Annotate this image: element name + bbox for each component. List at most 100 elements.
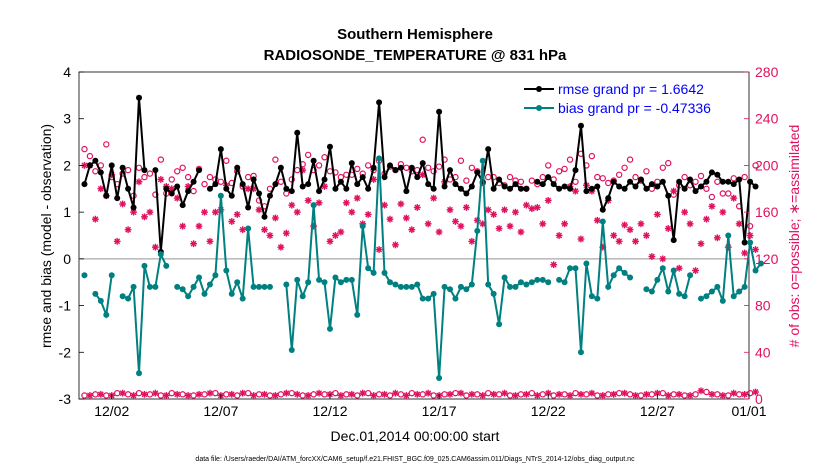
y-tick-label: -2 — [59, 344, 72, 360]
rmse-point — [343, 185, 350, 192]
obs-assimilated-point — [293, 390, 301, 398]
bias-point — [136, 370, 143, 377]
obs-assimilated-point — [173, 390, 181, 398]
obs-possible-point — [659, 164, 666, 171]
y-tick-label-right: 120 — [755, 251, 779, 267]
rmse-point — [348, 160, 355, 167]
bias-point — [736, 288, 743, 295]
obs-assimilated-point — [370, 392, 378, 399]
obs-assimilated-point — [719, 392, 727, 399]
rmse-point — [681, 185, 688, 192]
obs-assimilated-point — [375, 246, 383, 253]
bias-point — [561, 279, 568, 286]
obs-assimilated-point — [730, 389, 738, 397]
rmse-point — [747, 178, 754, 185]
obs-assimilated-point — [135, 178, 143, 186]
rmse-point — [337, 178, 344, 185]
obs-assimilated-point — [626, 226, 634, 234]
x-tick-label: 01/01 — [731, 403, 766, 419]
rmse-point — [217, 146, 224, 153]
obs-assimilated-point — [124, 226, 132, 234]
bias-point — [758, 260, 765, 267]
rmse-point — [277, 164, 284, 171]
obs-assimilated-point — [703, 215, 710, 223]
rmse-point — [266, 192, 273, 199]
axis-ticks: 12/02 12/07 12/12 12/17 12/22 12/27 01/01 -3 -2 -… — [59, 64, 779, 419]
bias-point — [534, 276, 541, 283]
y-tick-label-right: 0 — [755, 391, 763, 407]
obs-assimilated-point — [239, 389, 247, 397]
bias-point — [572, 265, 579, 272]
bias-point — [250, 283, 257, 290]
rmse-bias-lines — [81, 94, 765, 381]
bias-point — [414, 281, 421, 288]
rmse-point — [490, 185, 497, 192]
rmse-point — [708, 169, 715, 176]
rmse-point — [261, 213, 268, 220]
obs-possible-point — [315, 162, 323, 169]
obs-possible-point — [103, 141, 110, 148]
rmse-point — [637, 176, 644, 183]
obs-assimilated-point — [495, 225, 503, 232]
obs-possible-point — [408, 389, 416, 397]
obs-possible-point — [234, 392, 241, 399]
bias-point — [239, 295, 246, 302]
obs-possible-point — [354, 165, 361, 173]
obs-assimilated-point — [397, 200, 405, 208]
obs-assimilated-point — [610, 390, 618, 398]
bias-point — [97, 297, 104, 304]
bias-point — [479, 157, 486, 164]
obs-possible-point — [168, 176, 175, 183]
obs-assimilated-point — [664, 392, 672, 399]
obs-assimilated-point — [392, 241, 399, 249]
bias-point — [157, 251, 164, 258]
rmse-point — [119, 164, 126, 171]
bias-point — [261, 283, 268, 290]
obs-assimilated-point — [348, 208, 356, 216]
obs-assimilated-point — [255, 206, 263, 214]
obs-assimilated-point — [653, 389, 661, 397]
obs-assimilated-point — [212, 208, 219, 216]
bias-point — [348, 276, 355, 283]
bias-point — [217, 192, 224, 199]
bias-point — [392, 281, 399, 288]
bias-point — [665, 288, 672, 295]
obs-possible-point — [528, 389, 536, 397]
rmse-point — [114, 195, 121, 202]
obs-assimilated-point — [326, 237, 334, 245]
obs-possible-point — [626, 156, 634, 163]
rmse-point — [283, 185, 290, 192]
bias-point — [457, 283, 464, 290]
bias-point — [523, 281, 530, 288]
obs-possible-point — [725, 190, 732, 197]
rmse-point — [381, 174, 388, 181]
obs-assimilated-point — [413, 390, 421, 398]
obs-assimilated-point — [424, 389, 432, 397]
obs-assimilated-point — [233, 211, 241, 218]
bias-point — [130, 283, 137, 290]
obs-possible-point — [555, 168, 563, 175]
obs-possible-point — [157, 156, 165, 163]
bias-point — [648, 288, 655, 295]
bias-point — [501, 274, 508, 281]
y-tick-label: 4 — [63, 64, 71, 80]
rmse-point — [370, 164, 377, 171]
bias-point — [747, 239, 754, 246]
rmse-point — [414, 174, 421, 181]
bias-point — [354, 311, 361, 318]
y-tick-label-right: 160 — [755, 204, 779, 220]
bias-point — [496, 321, 503, 328]
obs-assimilated-point — [632, 392, 639, 399]
obs-assimilated-point — [593, 216, 601, 224]
bias-point — [577, 349, 584, 356]
rmse-point — [463, 190, 470, 197]
rmse-point — [245, 204, 252, 211]
bias-point — [627, 274, 634, 281]
plot-area — [78, 71, 750, 400]
obs-possible-point — [550, 392, 557, 399]
y-tick-label-right: 280 — [755, 64, 779, 80]
rmse-point — [447, 167, 454, 174]
obs-assimilated-point — [544, 197, 552, 204]
bias-point — [103, 311, 110, 318]
obs-possible-point — [435, 163, 443, 170]
